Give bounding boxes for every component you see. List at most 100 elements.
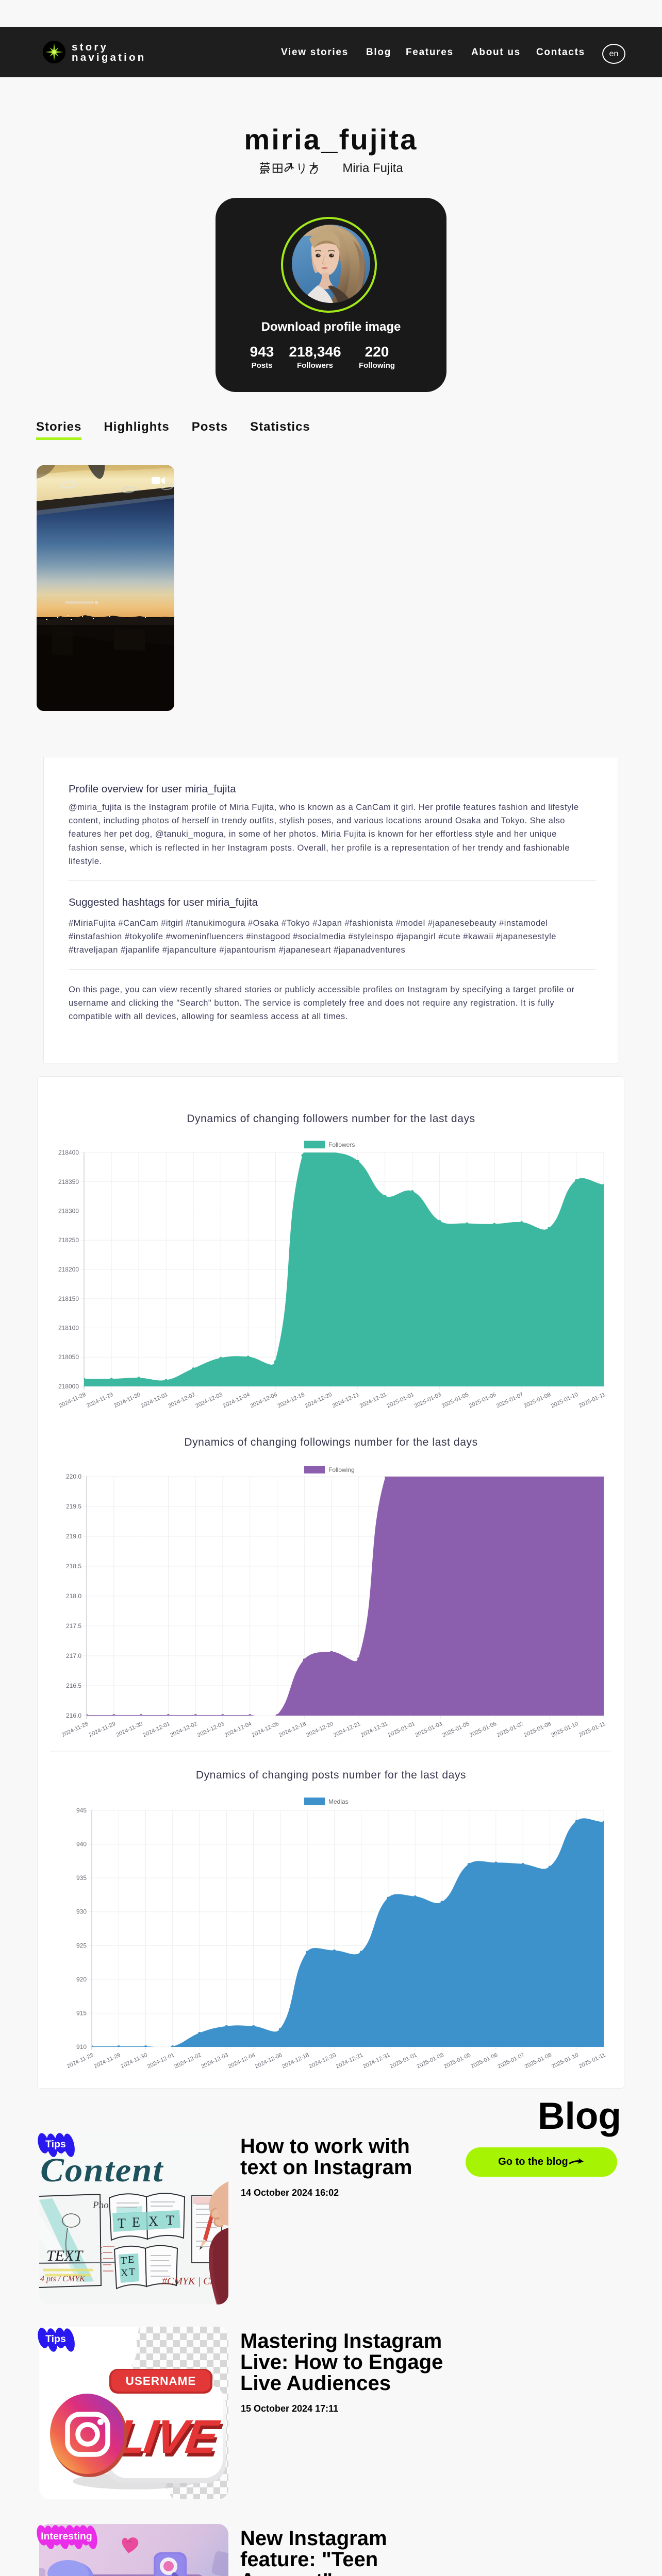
svg-text:2025-01-07: 2025-01-07 — [496, 1721, 525, 1739]
svg-text:2025-01-05: 2025-01-05 — [441, 1721, 470, 1739]
svg-text:Dynamics of changing following: Dynamics of changing followings number f… — [184, 1436, 477, 1448]
svg-text:2024-12-06: 2024-12-06 — [250, 1392, 278, 1410]
svg-text:LIVE: LIVE — [113, 2410, 223, 2463]
svg-text:218350: 218350 — [58, 1178, 79, 1185]
svg-text:Following: Following — [328, 1466, 355, 1473]
svg-text:2024-12-20: 2024-12-20 — [308, 2052, 337, 2070]
svg-text:2025-01-11: 2025-01-11 — [578, 1721, 606, 1738]
svg-text:2025-01-07: 2025-01-07 — [496, 2052, 525, 2070]
svg-text:2024-12-20: 2024-12-20 — [304, 1392, 333, 1410]
svg-text:219.5: 219.5 — [66, 1503, 81, 1510]
svg-text:Dynamics of changing posts num: Dynamics of changing posts number for th… — [196, 1769, 466, 1781]
svg-text:TEXT: TEXT — [46, 2247, 84, 2264]
svg-text:935: 935 — [76, 1874, 87, 1882]
svg-text:218050: 218050 — [58, 1353, 79, 1361]
svg-text:2024-12-04: 2024-12-04 — [224, 1721, 253, 1739]
svg-text:2024-11-28: 2024-11-28 — [58, 1392, 87, 1409]
svg-text:910: 910 — [76, 2043, 87, 2050]
svg-text:#CMYK | Creat: #CMYK | Creat — [162, 2276, 226, 2287]
svg-text:LIVE: LIVE — [115, 2413, 225, 2466]
svg-text:2025-01-03: 2025-01-03 — [413, 1392, 442, 1410]
svg-text:2024-12-06: 2024-12-06 — [254, 2052, 283, 2070]
svg-text:2025-01-05: 2025-01-05 — [441, 1392, 470, 1410]
svg-text:2024-12-21: 2024-12-21 — [335, 2052, 364, 2070]
svg-text:Phot.: Phot. — [92, 2200, 114, 2211]
svg-text:2024-12-01: 2024-12-01 — [142, 1721, 171, 1739]
svg-text:218400: 218400 — [58, 1149, 79, 1156]
svg-text:2025-01-01: 2025-01-01 — [389, 2052, 418, 2070]
svg-text:915: 915 — [76, 2009, 87, 2016]
svg-text:920: 920 — [76, 1976, 87, 1983]
svg-text:Medias: Medias — [328, 1798, 349, 1805]
svg-text:2025-01-10: 2025-01-10 — [551, 2052, 580, 2070]
svg-text:Content: Content — [40, 2151, 164, 2189]
svg-text:2025-01-08: 2025-01-08 — [523, 1392, 552, 1410]
svg-text:2024-12-31: 2024-12-31 — [359, 1392, 388, 1410]
svg-text:218000: 218000 — [58, 1383, 79, 1390]
svg-text:Dynamics of changing followers: Dynamics of changing followers number fo… — [187, 1113, 475, 1125]
svg-text:Followers: Followers — [328, 1141, 355, 1148]
svg-text:218.0: 218.0 — [66, 1592, 81, 1600]
svg-text:2025-01-08: 2025-01-08 — [523, 1721, 552, 1739]
svg-text:2024-12-01: 2024-12-01 — [140, 1392, 169, 1410]
svg-text:2024-12-03: 2024-12-03 — [200, 2052, 229, 2070]
svg-text:E: E — [132, 2215, 140, 2230]
svg-text:X: X — [121, 2267, 128, 2279]
svg-text:2024-11-29: 2024-11-29 — [86, 1392, 114, 1409]
svg-text:2024-11-30: 2024-11-30 — [120, 2052, 148, 2070]
svg-text:2025-01-06: 2025-01-06 — [469, 1721, 498, 1739]
svg-text:2025-01-03: 2025-01-03 — [414, 1721, 443, 1739]
svg-text:219.0: 219.0 — [66, 1533, 81, 1540]
svg-text:218100: 218100 — [58, 1325, 79, 1332]
svg-text:2024-12-04: 2024-12-04 — [222, 1392, 251, 1410]
svg-text:2024-12-31: 2024-12-31 — [360, 1721, 389, 1739]
svg-text:USERNAME: USERNAME — [126, 2375, 196, 2387]
svg-text:2025-01-03: 2025-01-03 — [416, 2052, 445, 2070]
svg-text:2025-01-08: 2025-01-08 — [524, 2052, 553, 2070]
svg-text:218150: 218150 — [58, 1295, 79, 1302]
svg-text:2024-12-18: 2024-12-18 — [277, 1392, 306, 1410]
svg-text:2025-01-10: 2025-01-10 — [550, 1721, 579, 1739]
svg-text:2024-12-18: 2024-12-18 — [278, 1721, 307, 1739]
svg-text:216.0: 216.0 — [66, 1712, 81, 1719]
svg-text:2025-01-01: 2025-01-01 — [387, 1721, 416, 1739]
svg-text:2024-11-30: 2024-11-30 — [115, 1721, 144, 1738]
svg-text:2024-11-28: 2024-11-28 — [61, 1721, 89, 1738]
svg-text:218300: 218300 — [58, 1208, 79, 1215]
svg-text:220.0: 220.0 — [66, 1473, 81, 1480]
svg-text:2025-01-05: 2025-01-05 — [443, 2052, 472, 2070]
svg-text:T: T — [121, 2255, 127, 2266]
svg-text:2024-11-28: 2024-11-28 — [66, 2052, 94, 2070]
svg-text:2024-12-21: 2024-12-21 — [332, 1392, 360, 1410]
svg-text:2024-12-04: 2024-12-04 — [227, 2052, 256, 2070]
svg-text:4 pts / CMYK: 4 pts / CMYK — [40, 2275, 86, 2283]
svg-text:2024-12-18: 2024-12-18 — [281, 2052, 310, 2070]
svg-text:2025-01-01: 2025-01-01 — [386, 1392, 415, 1410]
svg-text:2024-12-02: 2024-12-02 — [169, 1721, 198, 1739]
svg-text:T: T — [118, 2216, 126, 2231]
svg-text:T: T — [129, 2266, 135, 2278]
svg-text:2024-12-02: 2024-12-02 — [173, 2052, 202, 2070]
svg-text:217.5: 217.5 — [66, 1622, 81, 1630]
svg-text:2025-01-07: 2025-01-07 — [495, 1392, 524, 1410]
svg-text:2024-12-21: 2024-12-21 — [333, 1721, 361, 1739]
svg-text:2024-11-29: 2024-11-29 — [88, 1721, 117, 1738]
svg-text:2024-12-03: 2024-12-03 — [196, 1721, 225, 1739]
svg-text:218250: 218250 — [58, 1236, 79, 1244]
svg-text:2024-12-06: 2024-12-06 — [251, 1721, 280, 1739]
svg-text:2024-12-01: 2024-12-01 — [146, 2052, 175, 2070]
svg-text:2024-11-29: 2024-11-29 — [93, 2052, 121, 2070]
svg-text:2025-01-06: 2025-01-06 — [468, 1392, 497, 1410]
svg-text:2025-01-11: 2025-01-11 — [578, 2052, 606, 2070]
svg-text:X: X — [148, 2214, 158, 2229]
svg-text:218200: 218200 — [58, 1266, 79, 1273]
svg-text:216.5: 216.5 — [66, 1682, 81, 1689]
svg-text:217.0: 217.0 — [66, 1652, 81, 1659]
svg-text:2025-01-06: 2025-01-06 — [470, 2052, 499, 2070]
svg-text:T: T — [166, 2213, 174, 2228]
svg-text:2024-12-31: 2024-12-31 — [362, 2052, 391, 2070]
svg-text:E: E — [128, 2254, 134, 2265]
svg-text:2024-12-20: 2024-12-20 — [305, 1721, 334, 1739]
svg-text:940: 940 — [76, 1841, 87, 1848]
svg-text:2024-11-30: 2024-11-30 — [113, 1392, 141, 1409]
